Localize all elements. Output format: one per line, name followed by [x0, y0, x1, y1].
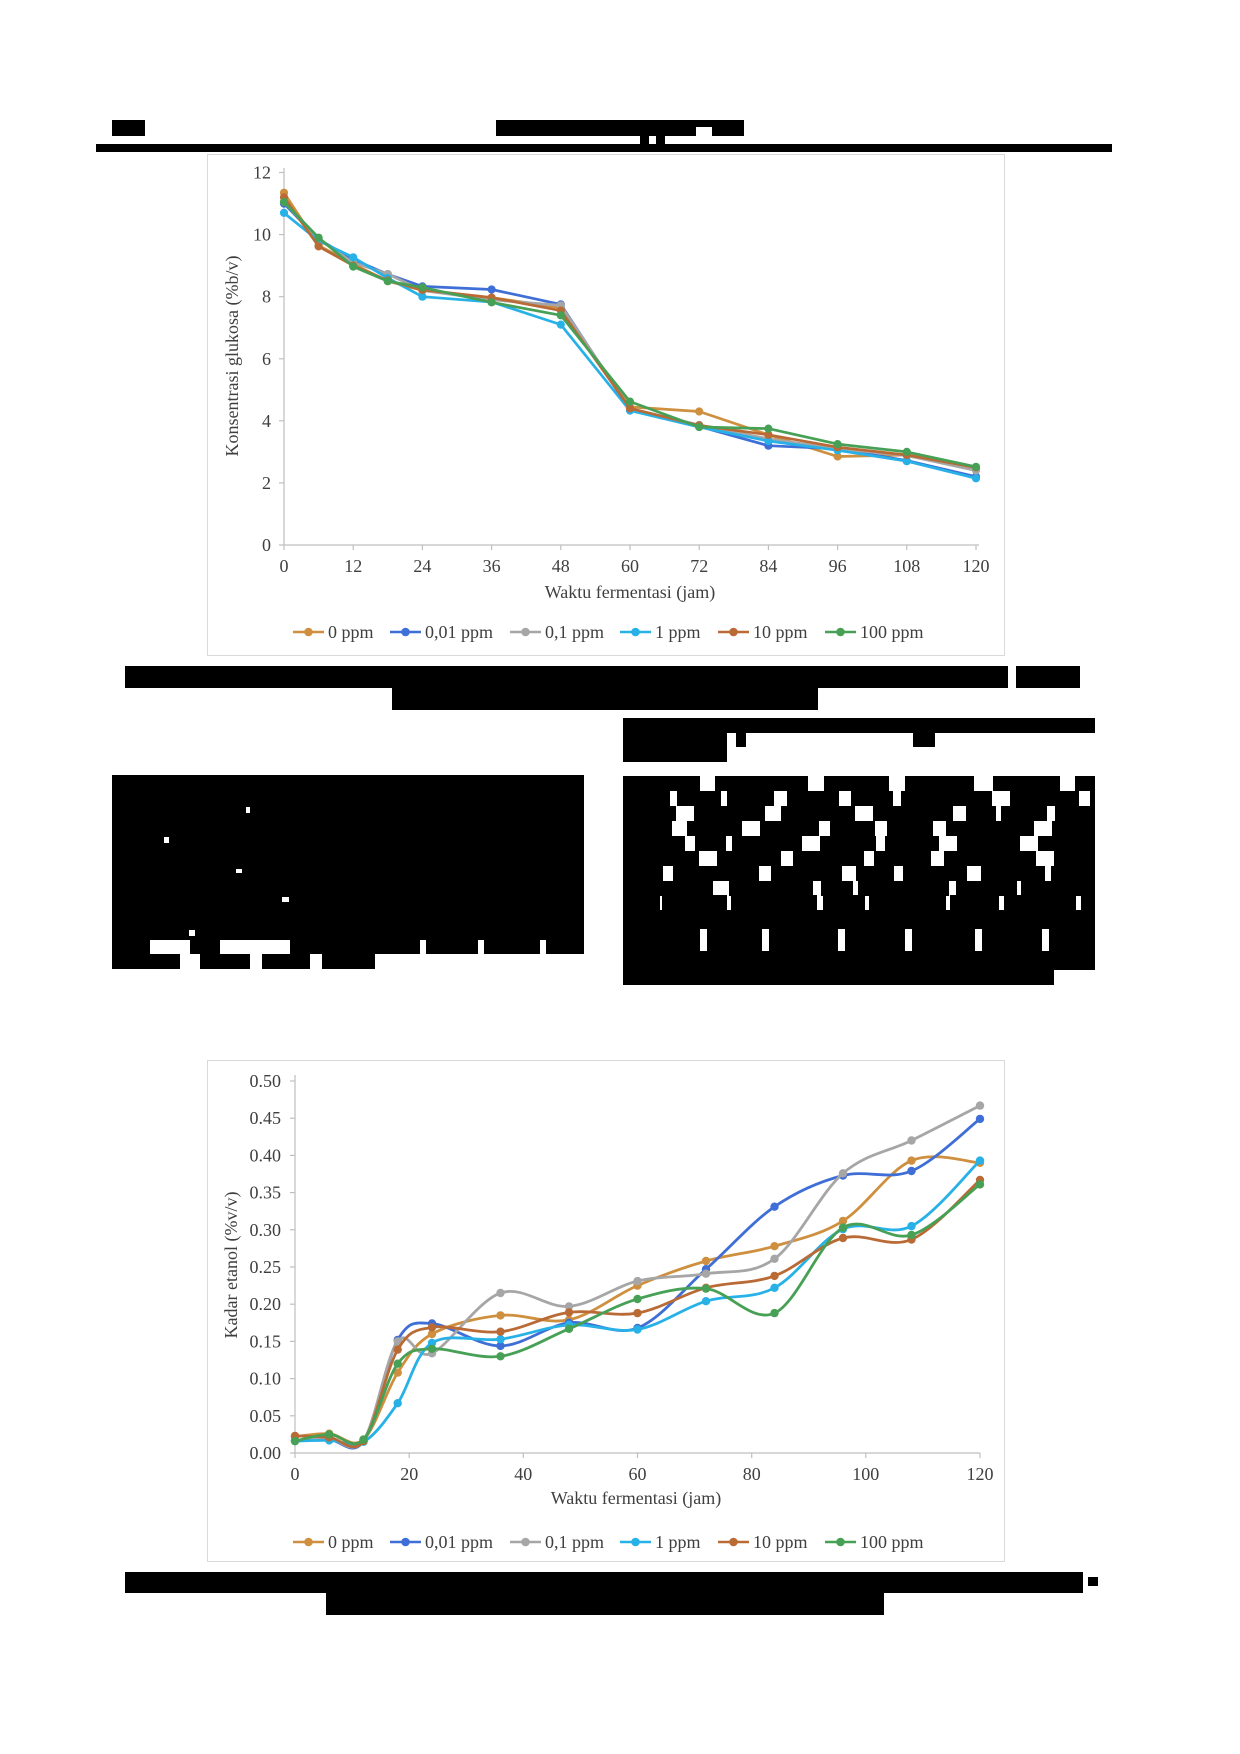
- svg-text:8: 8: [262, 287, 271, 307]
- svg-text:84: 84: [759, 556, 777, 576]
- svg-text:0.25: 0.25: [250, 1257, 282, 1277]
- svg-text:20: 20: [400, 1464, 418, 1484]
- svg-text:10: 10: [253, 225, 271, 245]
- svg-text:0.10: 0.10: [250, 1369, 282, 1389]
- svg-text:4: 4: [262, 411, 271, 431]
- svg-text:120: 120: [967, 1464, 994, 1484]
- svg-text:12: 12: [253, 163, 271, 183]
- svg-text:0.45: 0.45: [250, 1108, 282, 1128]
- svg-text:96: 96: [829, 556, 847, 576]
- svg-text:0: 0: [280, 556, 289, 576]
- svg-text:Waktu fermentasi (jam): Waktu fermentasi (jam): [551, 1488, 721, 1509]
- svg-text:0 ppm: 0 ppm: [328, 1532, 374, 1552]
- svg-text:0.00: 0.00: [250, 1443, 282, 1463]
- svg-text:100 ppm: 100 ppm: [860, 1532, 924, 1552]
- svg-text:100 ppm: 100 ppm: [860, 622, 924, 642]
- svg-text:40: 40: [514, 1464, 532, 1484]
- svg-text:60: 60: [629, 1464, 647, 1484]
- svg-text:120: 120: [963, 556, 990, 576]
- svg-text:0: 0: [291, 1464, 300, 1484]
- svg-text:1 ppm: 1 ppm: [655, 1532, 701, 1552]
- svg-text:0: 0: [262, 535, 271, 555]
- svg-text:24: 24: [413, 556, 431, 576]
- svg-text:48: 48: [552, 556, 570, 576]
- svg-text:10 ppm: 10 ppm: [753, 622, 808, 642]
- svg-text:12: 12: [344, 556, 362, 576]
- svg-text:80: 80: [743, 1464, 761, 1484]
- svg-text:10 ppm: 10 ppm: [753, 1532, 808, 1552]
- svg-text:0 ppm: 0 ppm: [328, 622, 374, 642]
- svg-text:0,1 ppm: 0,1 ppm: [545, 622, 604, 642]
- svg-text:0.50: 0.50: [250, 1071, 282, 1091]
- svg-text:108: 108: [893, 556, 920, 576]
- svg-text:Kadar etanol (%v/v): Kadar etanol (%v/v): [221, 1192, 242, 1339]
- svg-text:Waktu fermentasi (jam): Waktu fermentasi (jam): [545, 582, 715, 603]
- svg-text:0,01 ppm: 0,01 ppm: [425, 1532, 493, 1552]
- svg-text:60: 60: [621, 556, 639, 576]
- svg-text:36: 36: [483, 556, 501, 576]
- svg-text:0.30: 0.30: [250, 1220, 282, 1240]
- svg-text:0.40: 0.40: [250, 1145, 282, 1165]
- svg-text:72: 72: [690, 556, 708, 576]
- svg-text:0.15: 0.15: [250, 1331, 282, 1351]
- svg-text:0.35: 0.35: [250, 1183, 282, 1203]
- svg-text:0.05: 0.05: [250, 1406, 282, 1426]
- svg-text:0,1 ppm: 0,1 ppm: [545, 1532, 604, 1552]
- svg-text:2: 2: [262, 473, 271, 493]
- svg-text:Konsentrasi glukosa (%b/v): Konsentrasi glukosa (%b/v): [222, 256, 243, 457]
- svg-text:0,01 ppm: 0,01 ppm: [425, 622, 493, 642]
- svg-text:0.20: 0.20: [250, 1294, 282, 1314]
- svg-text:1 ppm: 1 ppm: [655, 622, 701, 642]
- svg-text:6: 6: [262, 349, 271, 369]
- svg-text:100: 100: [852, 1464, 879, 1484]
